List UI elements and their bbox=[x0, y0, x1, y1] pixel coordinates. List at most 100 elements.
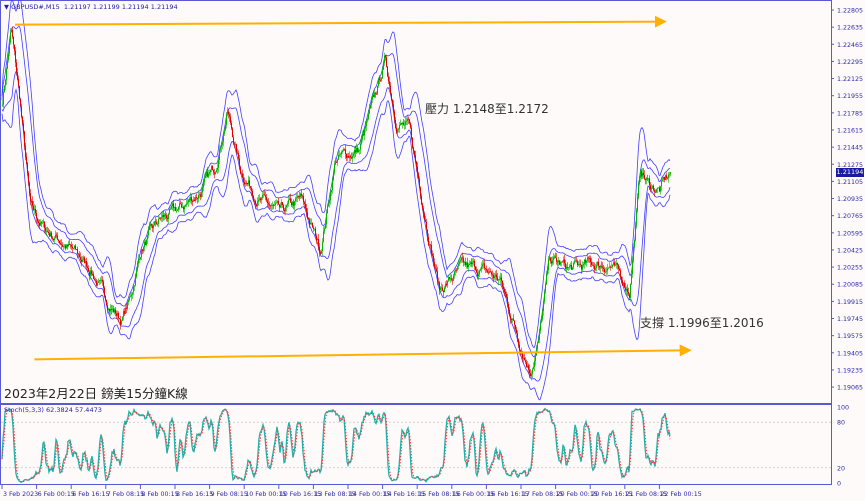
candle bbox=[584, 259, 585, 264]
candle bbox=[23, 123, 24, 132]
candle bbox=[562, 261, 563, 263]
candle bbox=[620, 270, 621, 277]
candle bbox=[594, 265, 595, 270]
candle bbox=[319, 246, 320, 253]
candle bbox=[532, 369, 533, 374]
candle bbox=[419, 178, 420, 188]
candle bbox=[430, 244, 431, 246]
candle bbox=[432, 254, 433, 256]
time-tick-label: 20 Feb 00:15 bbox=[557, 491, 598, 498]
candle bbox=[130, 296, 131, 298]
candle bbox=[629, 294, 630, 298]
candle bbox=[59, 240, 60, 244]
candle bbox=[514, 320, 515, 325]
candle bbox=[442, 287, 443, 291]
candle bbox=[546, 273, 547, 285]
candle bbox=[63, 246, 64, 248]
candle bbox=[524, 358, 525, 361]
candle bbox=[185, 205, 186, 207]
candle bbox=[600, 265, 601, 268]
candle bbox=[411, 127, 412, 138]
candle bbox=[353, 153, 354, 156]
candle bbox=[340, 154, 341, 155]
candle bbox=[27, 163, 28, 173]
candle bbox=[440, 287, 441, 290]
candle bbox=[190, 197, 191, 201]
candle bbox=[178, 207, 179, 210]
candle bbox=[159, 217, 160, 220]
candle bbox=[219, 149, 220, 160]
time-axis: 3 Feb 2023 6 Feb 00:156 Feb 16:157 Feb 08… bbox=[1, 485, 702, 498]
candle bbox=[367, 119, 368, 121]
candle bbox=[643, 172, 644, 175]
candle bbox=[361, 139, 362, 144]
candle bbox=[329, 200, 330, 203]
candle bbox=[216, 169, 217, 173]
candle bbox=[313, 227, 314, 229]
candle bbox=[139, 259, 140, 260]
candle bbox=[310, 222, 311, 225]
candle bbox=[365, 125, 366, 129]
candle bbox=[510, 315, 511, 319]
candle bbox=[494, 276, 495, 279]
candle bbox=[412, 137, 413, 148]
candle bbox=[196, 197, 197, 198]
candle bbox=[493, 275, 494, 279]
candle bbox=[354, 150, 355, 154]
candle bbox=[486, 268, 487, 271]
candle bbox=[496, 274, 497, 278]
candle bbox=[143, 247, 144, 252]
candle bbox=[564, 259, 565, 264]
candle bbox=[266, 197, 267, 201]
candle bbox=[606, 270, 607, 272]
candle bbox=[87, 266, 88, 268]
price-tick-label: 1.22125 bbox=[837, 76, 863, 83]
candle bbox=[556, 257, 557, 262]
lower-band bbox=[1, 88, 671, 401]
candle bbox=[601, 265, 602, 267]
candle bbox=[173, 203, 174, 208]
candle bbox=[465, 261, 466, 266]
trendlines[interactable] bbox=[14, 15, 692, 361]
candle bbox=[344, 149, 345, 151]
candle bbox=[640, 170, 641, 178]
candle bbox=[474, 260, 475, 267]
candle bbox=[355, 150, 356, 153]
candle bbox=[26, 156, 27, 164]
candle bbox=[417, 166, 418, 174]
candle bbox=[224, 130, 225, 134]
candle bbox=[183, 206, 184, 210]
candle bbox=[352, 155, 353, 159]
candle bbox=[548, 259, 549, 271]
candle bbox=[282, 202, 283, 206]
candle bbox=[659, 187, 660, 192]
candle bbox=[138, 259, 139, 264]
candle bbox=[77, 249, 78, 254]
candle bbox=[163, 215, 164, 217]
candle bbox=[116, 313, 117, 316]
candle bbox=[6, 68, 7, 80]
candle bbox=[404, 124, 405, 126]
candle bbox=[633, 246, 634, 261]
candle bbox=[260, 198, 261, 201]
inner-upper-band bbox=[1, 25, 671, 358]
candle bbox=[33, 205, 34, 210]
candle bbox=[330, 192, 331, 201]
candle bbox=[569, 266, 570, 268]
candle bbox=[296, 197, 297, 199]
candle bbox=[53, 238, 54, 241]
candle bbox=[175, 207, 176, 211]
triangle-down-icon[interactable]: ▼ bbox=[4, 3, 12, 11]
candle bbox=[50, 232, 51, 237]
candle bbox=[316, 235, 317, 241]
candle bbox=[555, 256, 556, 258]
candle bbox=[410, 123, 411, 128]
candle bbox=[379, 78, 380, 81]
candle bbox=[650, 185, 651, 190]
candle bbox=[335, 162, 336, 165]
candle bbox=[613, 262, 614, 265]
candle bbox=[106, 299, 107, 306]
candle bbox=[233, 137, 234, 144]
candle bbox=[238, 153, 239, 159]
